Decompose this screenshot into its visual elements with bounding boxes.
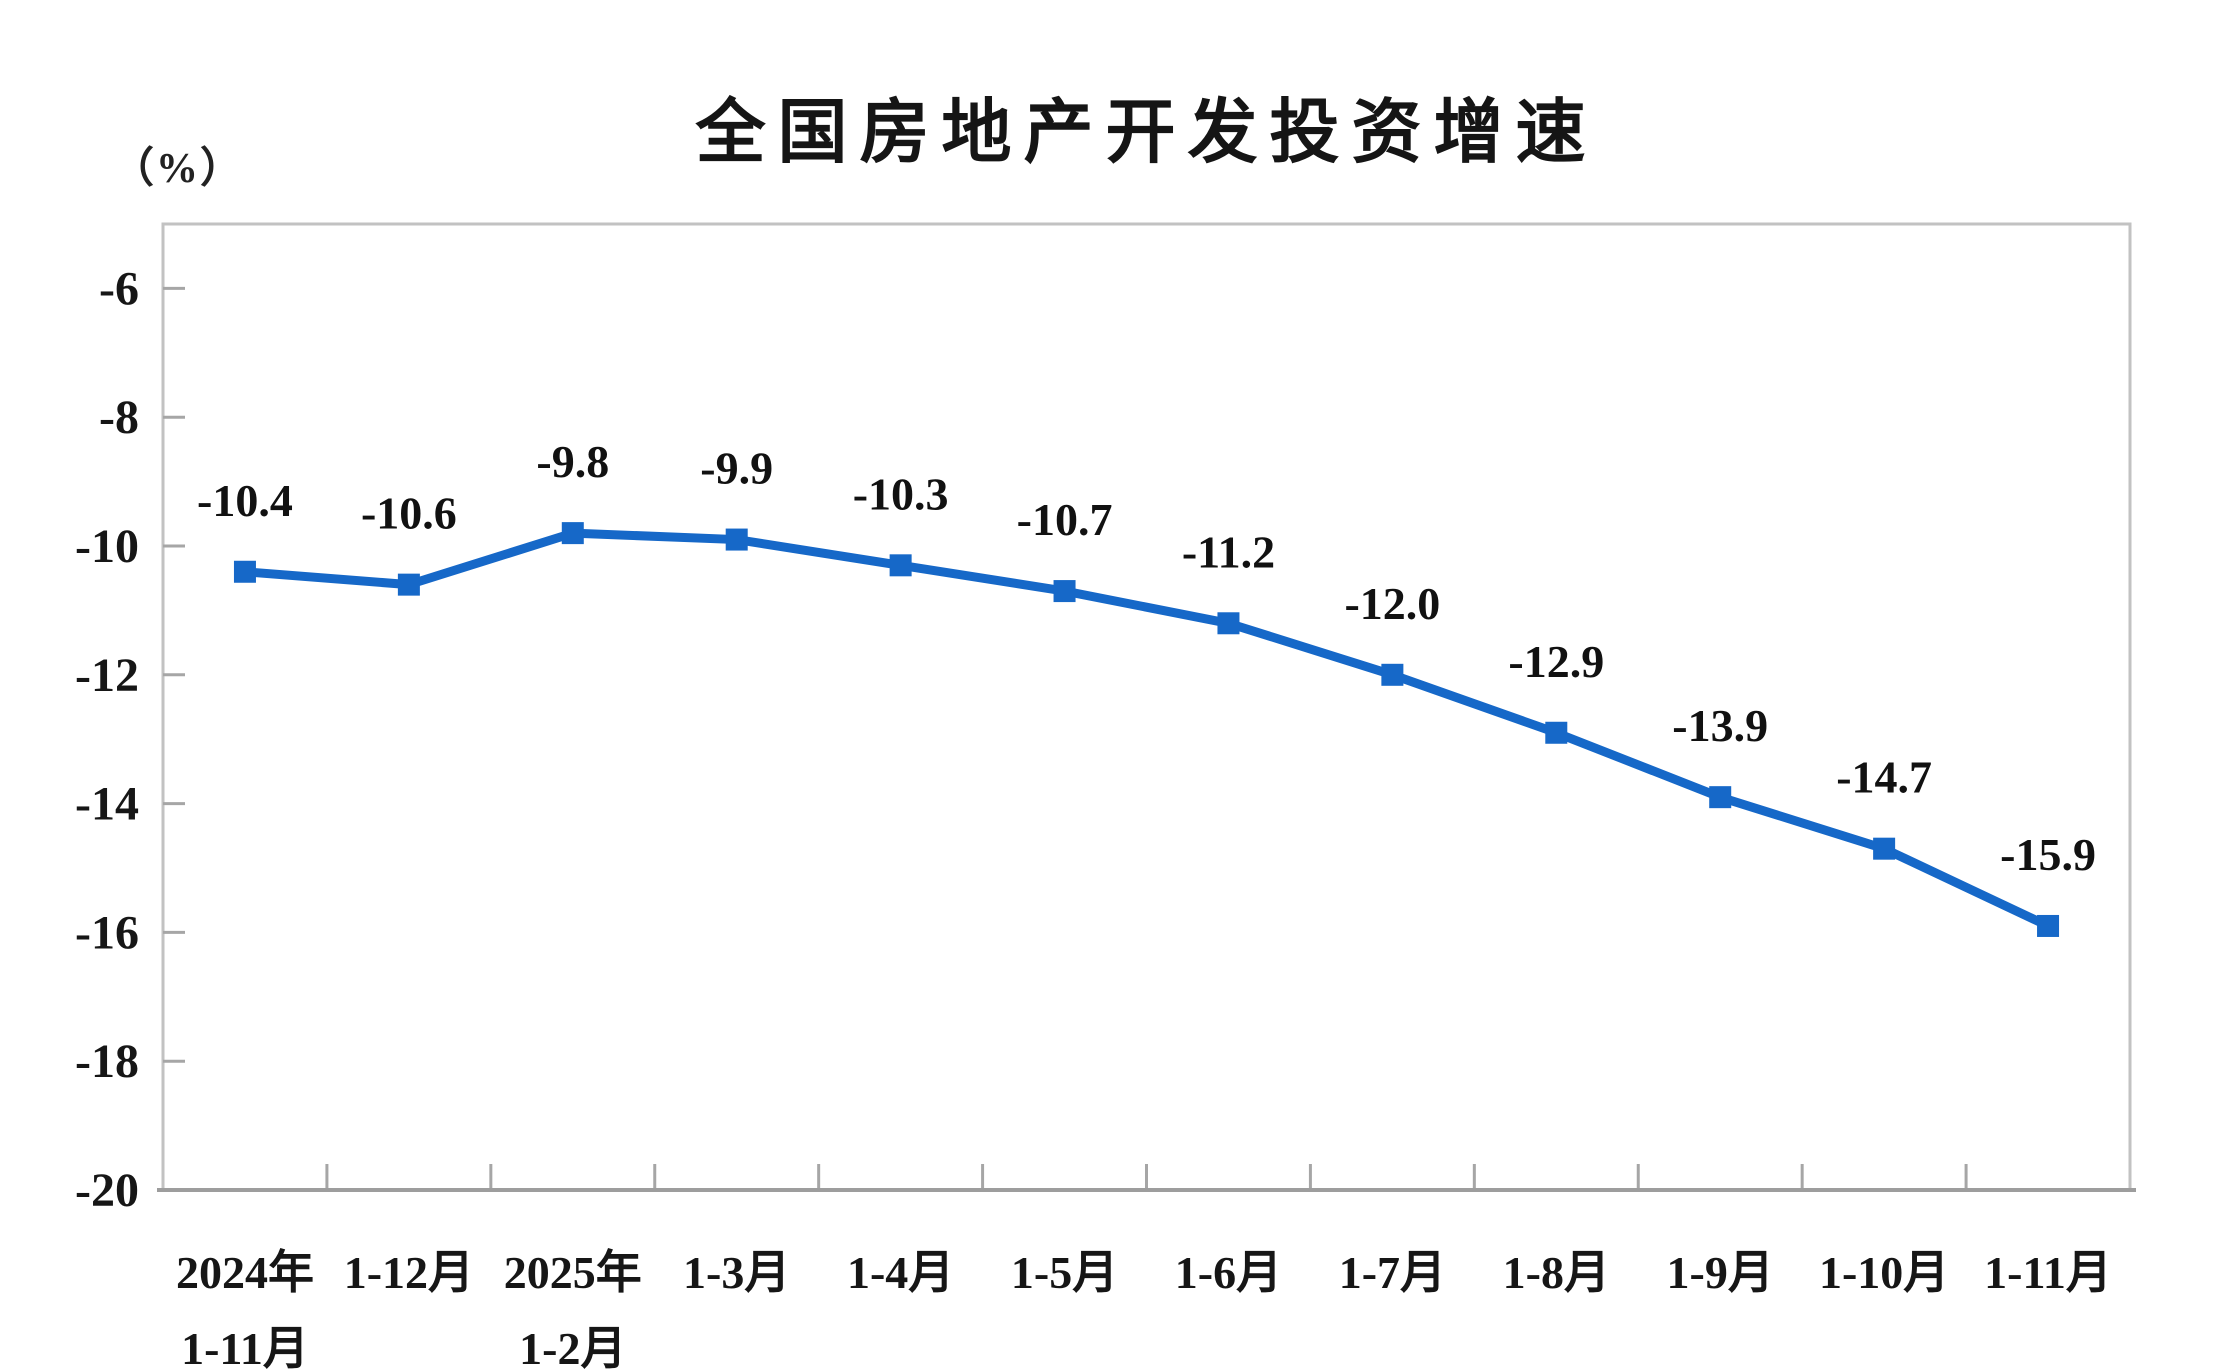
x-category-label: 1-9月 — [1667, 1247, 1774, 1298]
x-category-label: 1-12月 — [344, 1247, 474, 1298]
data-point-label: -10.4 — [197, 475, 293, 526]
x-category-label: 1-7月 — [1339, 1247, 1446, 1298]
data-point-label: -10.6 — [361, 488, 457, 539]
data-point-marker — [1545, 721, 1568, 744]
data-point-label: -9.8 — [536, 436, 609, 487]
x-category-label: 1-6月 — [1175, 1247, 1282, 1298]
y-tick-label: -6 — [99, 262, 139, 315]
x-category-label: 1-8月 — [1503, 1247, 1610, 1298]
y-tick-label: -18 — [75, 1035, 139, 1088]
y-tick-label: -14 — [75, 778, 139, 831]
series-line — [240, 528, 2053, 931]
y-tick-label: -8 — [99, 391, 139, 444]
data-point-marker — [1053, 580, 1076, 603]
data-point-marker — [1873, 837, 1896, 860]
y-axis-unit-label: （%） — [112, 146, 245, 192]
x-category-label: 1-5月 — [1011, 1247, 1118, 1298]
data-point-marker — [725, 528, 748, 551]
y-tick-label: -10 — [75, 520, 139, 573]
x-category-label: 2025年 1-2月 — [504, 1247, 642, 1372]
data-point-marker — [2037, 914, 2060, 937]
data-point-label: -13.9 — [1672, 700, 1768, 751]
data-point-label: -14.7 — [1836, 752, 1932, 803]
y-tick-label: -20 — [75, 1164, 139, 1217]
y-tick-label: -12 — [75, 649, 139, 702]
data-point-label: -12.0 — [1344, 578, 1440, 629]
data-point-marker — [1217, 612, 1240, 635]
x-category-label: 1-10月 — [1819, 1247, 1949, 1298]
x-category-label: 1-11月 — [1984, 1247, 2112, 1298]
data-point-label: -10.7 — [1017, 494, 1113, 545]
data-point-label: -9.9 — [700, 443, 773, 494]
data-point-label: -10.3 — [853, 468, 949, 519]
x-category-label: 1-3月 — [683, 1247, 790, 1298]
data-point-marker — [561, 522, 584, 545]
data-point-label: -12.9 — [1508, 636, 1604, 687]
data-point-marker — [1381, 663, 1404, 686]
data-point-marker — [1709, 786, 1732, 809]
data-point-marker — [233, 560, 256, 583]
data-point-marker — [397, 573, 420, 596]
data-point-marker — [889, 554, 912, 577]
data-point-label: -15.9 — [2000, 829, 2096, 880]
y-tick-label: -16 — [75, 906, 139, 959]
data-point-label: -11.2 — [1182, 526, 1275, 577]
x-category-label: 1-4月 — [847, 1247, 954, 1298]
chart-title: 全国房地产开发投资增速 — [695, 95, 1598, 172]
plot-border — [161, 222, 2132, 1192]
x-category-label: 2024年 1-11月 — [176, 1247, 314, 1372]
